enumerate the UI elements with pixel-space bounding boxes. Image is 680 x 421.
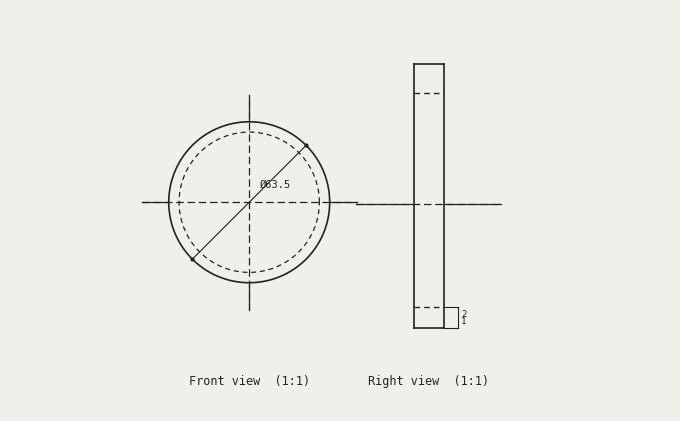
Text: Ø63.5: Ø63.5 bbox=[260, 180, 291, 190]
Text: Front view  (1:1): Front view (1:1) bbox=[188, 375, 310, 388]
Text: 2: 2 bbox=[461, 310, 466, 319]
Text: Right view  (1:1): Right view (1:1) bbox=[368, 375, 490, 388]
Text: 1: 1 bbox=[461, 317, 466, 325]
